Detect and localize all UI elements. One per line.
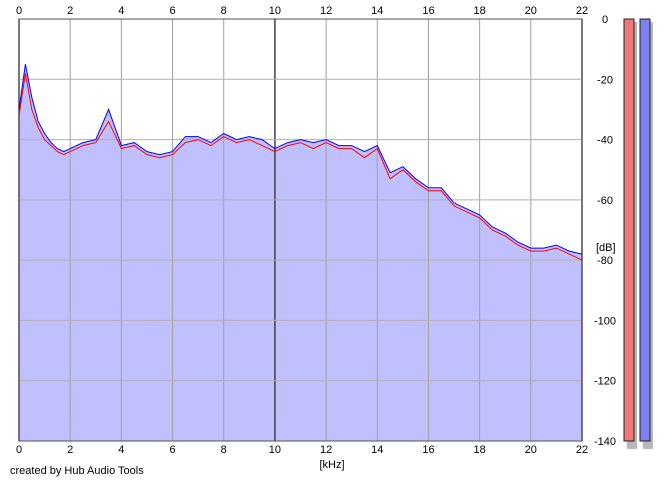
x-tick-label-top: 16 — [422, 5, 434, 17]
x-tick-label-bottom: 0 — [16, 444, 22, 456]
x-tick-label-top: 14 — [371, 5, 383, 17]
y-tick-label: -20 — [597, 74, 613, 86]
y-tick-label: -120 — [594, 376, 616, 388]
x-tick-label-top: 22 — [576, 5, 588, 17]
credit-text: created by Hub Audio Tools — [10, 465, 144, 477]
spectrum-area — [19, 64, 582, 441]
spectrum-fill — [19, 64, 582, 441]
y-tick-label: -80 — [597, 255, 613, 267]
x-tick-label-top: 18 — [474, 5, 486, 17]
x-tick-label-bottom: 22 — [576, 444, 588, 456]
x-tick-label-bottom: 10 — [269, 444, 281, 456]
level-meters — [623, 18, 653, 449]
x-tick-label-top: 4 — [118, 5, 124, 17]
y-tick-labels: 0 -20 -40 -60 -80 -100 -120 -140 — [594, 14, 616, 448]
x-tick-label-bottom: 8 — [221, 444, 227, 456]
y-tick-label: 0 — [602, 14, 608, 26]
series-lines — [18, 64, 583, 261]
meter-bar-right — [639, 18, 651, 442]
x-tick-label-top: 2 — [67, 5, 73, 17]
series-line-red — [18, 73, 583, 261]
x-tick-labels-bottom: 0 2 4 6 8 10 12 14 16 18 20 22 — [16, 444, 588, 456]
x-tick-label-top: 10 — [269, 5, 281, 17]
x-tick-labels-top: 0 2 4 6 8 10 12 14 16 18 20 22 — [16, 5, 588, 17]
x-tick-label-bottom: 4 — [118, 444, 124, 456]
y-tick-label: -40 — [597, 135, 613, 147]
y-axis-label: [dB] — [596, 242, 616, 254]
series-line-blue — [18, 64, 583, 255]
x-tick-label-bottom: 6 — [169, 444, 175, 456]
x-axis-label: [kHz] — [319, 459, 344, 471]
y-tick-label: -100 — [594, 315, 616, 327]
x-tick-label-bottom: 18 — [474, 444, 486, 456]
x-tick-label-bottom: 2 — [67, 444, 73, 456]
x-tick-label-bottom: 14 — [371, 444, 383, 456]
x-tick-label-bottom: 12 — [320, 444, 332, 456]
x-tick-label-bottom: 20 — [525, 444, 537, 456]
plot-frame — [18, 18, 583, 442]
x-tick-label-top: 20 — [525, 5, 537, 17]
meter-bar-left — [623, 18, 635, 442]
x-tick-label-bottom: 16 — [422, 444, 434, 456]
y-tick-label: -60 — [597, 195, 613, 207]
grid-lines — [18, 18, 583, 442]
x-tick-label-top: 8 — [221, 5, 227, 17]
x-tick-label-top: 12 — [320, 5, 332, 17]
y-tick-label: -140 — [594, 436, 616, 448]
x-tick-label-top: 0 — [16, 5, 22, 17]
x-tick-label-top: 6 — [169, 5, 175, 17]
